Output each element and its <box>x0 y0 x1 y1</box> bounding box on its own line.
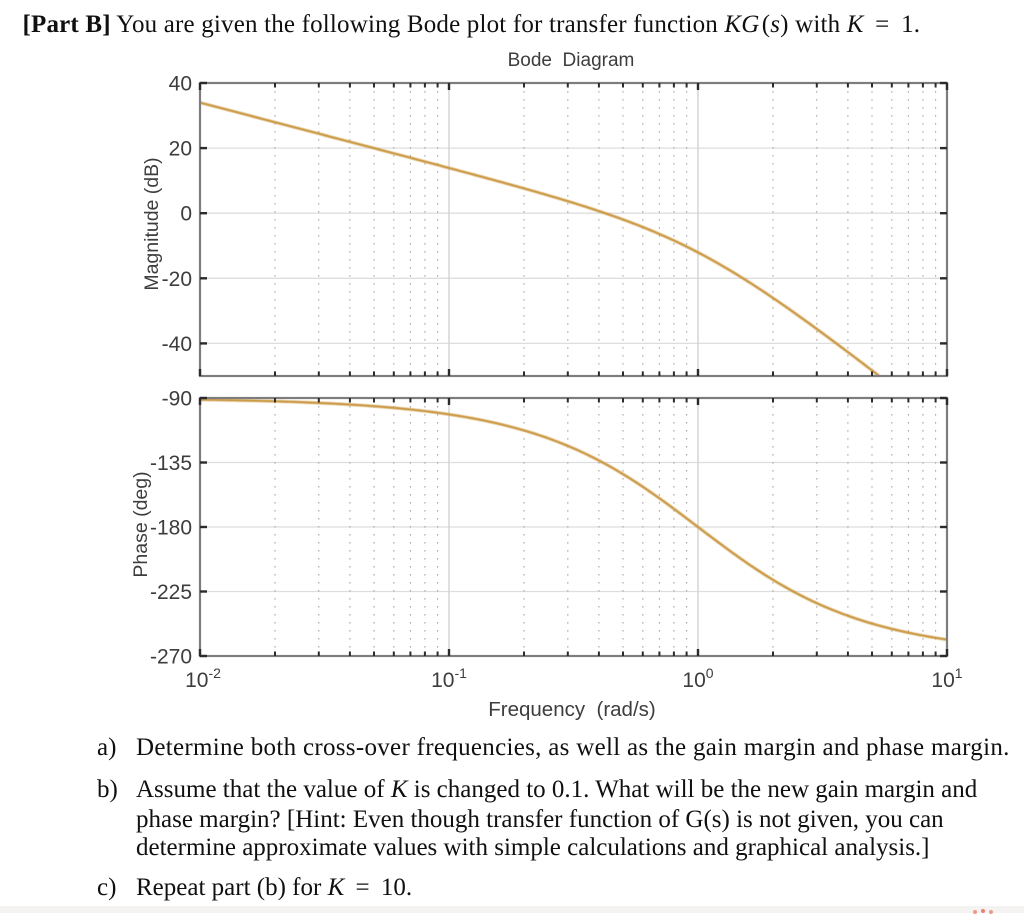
svg-text:20: 20 <box>169 138 192 161</box>
svg-text:-20: -20 <box>162 268 192 291</box>
svg-text:101: 101 <box>931 665 962 692</box>
svg-text:-180: -180 <box>150 517 192 540</box>
svg-text:-135: -135 <box>150 452 192 475</box>
svg-text:10-2: 10-2 <box>185 665 221 692</box>
svg-text:-270: -270 <box>150 646 192 669</box>
svg-text:-225: -225 <box>150 581 192 604</box>
svg-text:10-1: 10-1 <box>431 665 467 692</box>
svg-text:0: 0 <box>180 203 192 226</box>
svg-text:40: 40 <box>169 73 192 96</box>
svg-text:-90: -90 <box>162 388 192 411</box>
svg-text:Phase (deg): Phase (deg) <box>130 471 152 577</box>
svg-text:-40: -40 <box>162 333 192 356</box>
svg-text:Bode Diagram: Bode Diagram <box>508 50 635 71</box>
svg-text:100: 100 <box>682 665 713 692</box>
svg-text:Frequency (rad/s): Frequency (rad/s) <box>488 698 655 721</box>
svg-text:Magnitude (dB): Magnitude (dB) <box>141 157 163 290</box>
